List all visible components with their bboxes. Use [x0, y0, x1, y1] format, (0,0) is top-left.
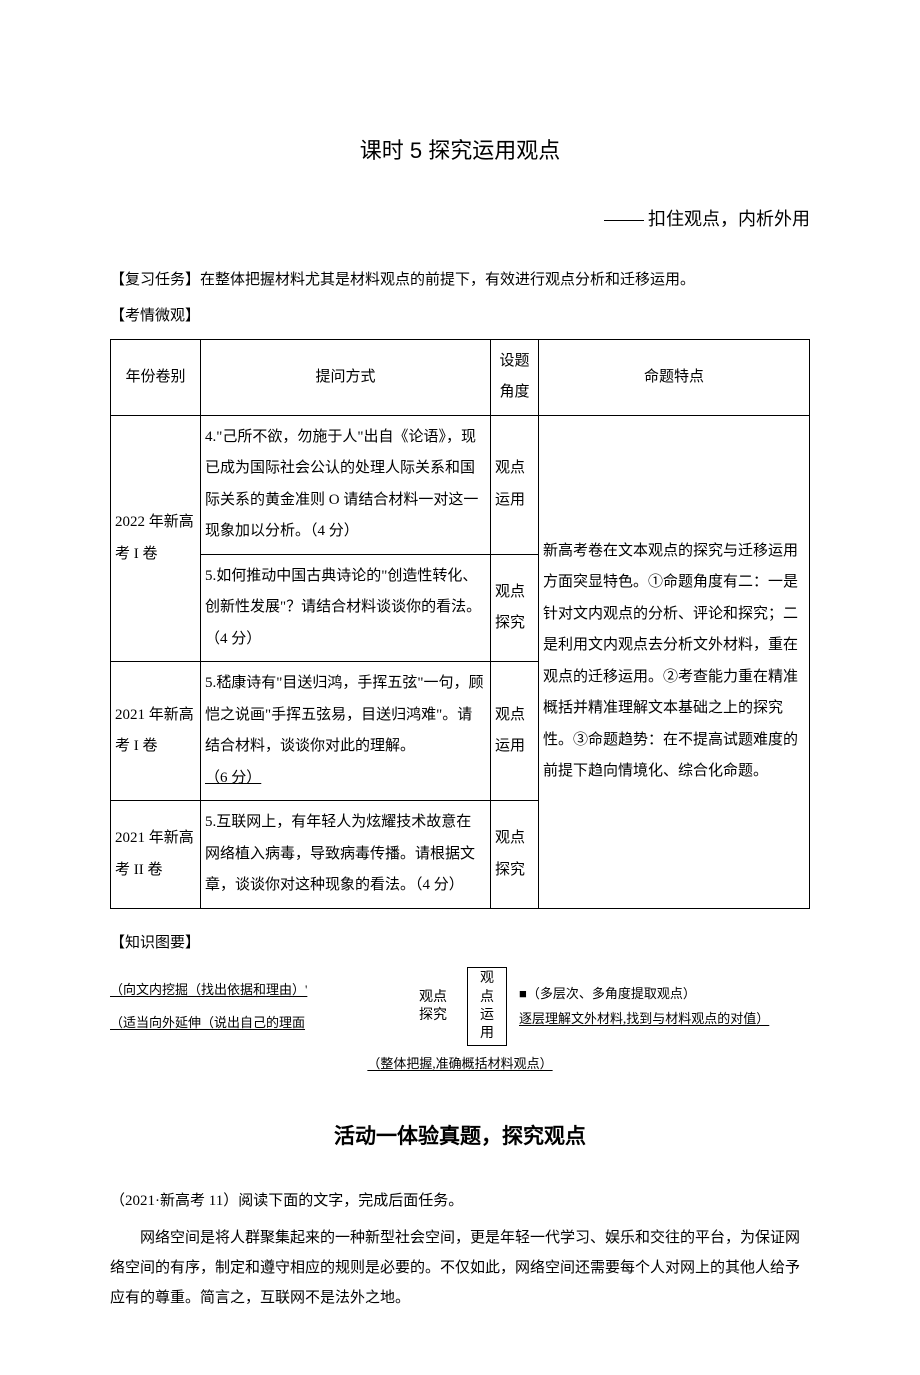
diag-right-top: ■（多层次、多角度提取观点）: [519, 982, 810, 1007]
cell-q5b-text: 5.嵇康诗有"目送归鸿，手挥五弦"一句，顾恺之说画"手挥五弦易，目送归鸿难"。请…: [205, 675, 484, 754]
cell-angle-4: 观点探究: [491, 801, 539, 909]
diag-left-bottom: （适当向外延伸（说出自己的理面: [110, 1011, 401, 1036]
activity-title: 活动一体验真题，探究观点: [110, 1117, 810, 1157]
dash-icon: [604, 220, 644, 221]
diag-left-top: （向文内挖掘（找出依据和理由）': [110, 978, 401, 1003]
th-feature: 命题特点: [539, 339, 810, 415]
cell-q4: 4."己所不欲，勿施于人"出自《论语》，现已成为国际社会公认的处理人际关系和国际…: [201, 415, 491, 554]
cell-q5a: 5.如何推动中国古典诗论的"创造性转化、创新性发展"？请结合材料谈谈你的看法。（…: [201, 554, 491, 662]
cell-year-2021-1: 2021 年新高考 I 卷: [111, 662, 201, 801]
knowledge-diagram: （向文内挖掘（找出依据和理由）' （适当向外延伸（说出自己的理面 观点探究 观点…: [110, 967, 810, 1076]
cell-angle-3: 观点运用: [491, 662, 539, 801]
table-header-row: 年份卷别 提问方式 设题角度 命题特点: [111, 339, 810, 415]
exam-table: 年份卷别 提问方式 设题角度 命题特点 2022 年新高考 I 卷 4."己所不…: [110, 339, 810, 909]
diagram-right: ■（多层次、多角度提取观点） 逐层理解文外材料,找到与材料观点的对值）: [519, 982, 810, 1031]
cell-year-2021-2: 2021 年新高考 II 卷: [111, 801, 201, 909]
diagram-center: 观点探究 观点运用: [413, 967, 507, 1046]
knowledge-label-text: 【知识图要】: [110, 935, 200, 951]
table-row: 2022 年新高考 I 卷 4."己所不欲，勿施于人"出自《论语》，现已成为国际…: [111, 415, 810, 554]
review-task-label: 【复习任务】: [110, 272, 200, 288]
knowledge-label: 【知识图要】: [110, 929, 810, 958]
cell-angle-2: 观点探究: [491, 554, 539, 662]
diagram-row: （向文内挖掘（找出依据和理由）' （适当向外延伸（说出自己的理面 观点探究 观点…: [110, 967, 810, 1046]
review-task-text: 在整体把握材料尤其是材料观点的前提下，有效进行观点分析和迁移运用。: [200, 272, 695, 288]
th-method: 提问方式: [201, 339, 491, 415]
diag-box-right: 观点运用: [467, 967, 507, 1046]
exam-label: 【考情微观】: [110, 308, 200, 324]
cell-feature: 新高考卷在文本观点的探究与迁移运用方面突显特色。①命题角度有二：一是针对文内观点…: [539, 415, 810, 908]
exam-observation-label: 【考情微观】: [110, 302, 810, 331]
lesson-title: 课时 5 探究运用观点: [110, 130, 810, 172]
cell-angle-1: 观点运用: [491, 415, 539, 554]
subtitle-text: 扣住观点，内析外用: [648, 209, 810, 229]
lesson-subtitle: 扣住观点，内析外用: [110, 202, 810, 236]
cell-q5c: 5.互联网上，有年轻人为炫耀技术故意在网络植入病毒，导致病毒传播。请根据文章，谈…: [201, 801, 491, 909]
cell-q5b-score: （6 分）: [205, 770, 261, 786]
th-year: 年份卷别: [111, 339, 201, 415]
diag-right-bottom: 逐层理解文外材料,找到与材料观点的对值）: [519, 1007, 810, 1032]
review-task: 【复习任务】在整体把握材料尤其是材料观点的前提下，有效进行观点分析和迁移运用。: [110, 266, 810, 295]
cell-year-2022: 2022 年新高考 I 卷: [111, 415, 201, 662]
cell-q5b: 5.嵇康诗有"目送归鸿，手挥五弦"一句，顾恺之说画"手挥五弦易，目送归鸿难"。请…: [201, 662, 491, 801]
body-paragraph: 网络空间是将人群聚集起来的一种新型社会空间，更是年轻一代学习、娱乐和交往的平台，…: [110, 1223, 810, 1313]
diagram-left: （向文内挖掘（找出依据和理由）' （适当向外延伸（说出自己的理面: [110, 978, 401, 1035]
source-line: （2021·新高考 11）阅读下面的文字，完成后面任务。: [110, 1187, 810, 1216]
diag-box-left: 观点探究: [413, 987, 453, 1027]
th-angle: 设题角度: [491, 339, 539, 415]
diag-bottom: （整体把握,准确概括材料观点）: [110, 1052, 810, 1077]
